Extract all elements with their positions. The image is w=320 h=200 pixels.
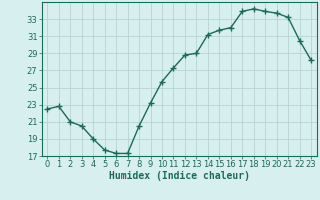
X-axis label: Humidex (Indice chaleur): Humidex (Indice chaleur) (109, 171, 250, 181)
